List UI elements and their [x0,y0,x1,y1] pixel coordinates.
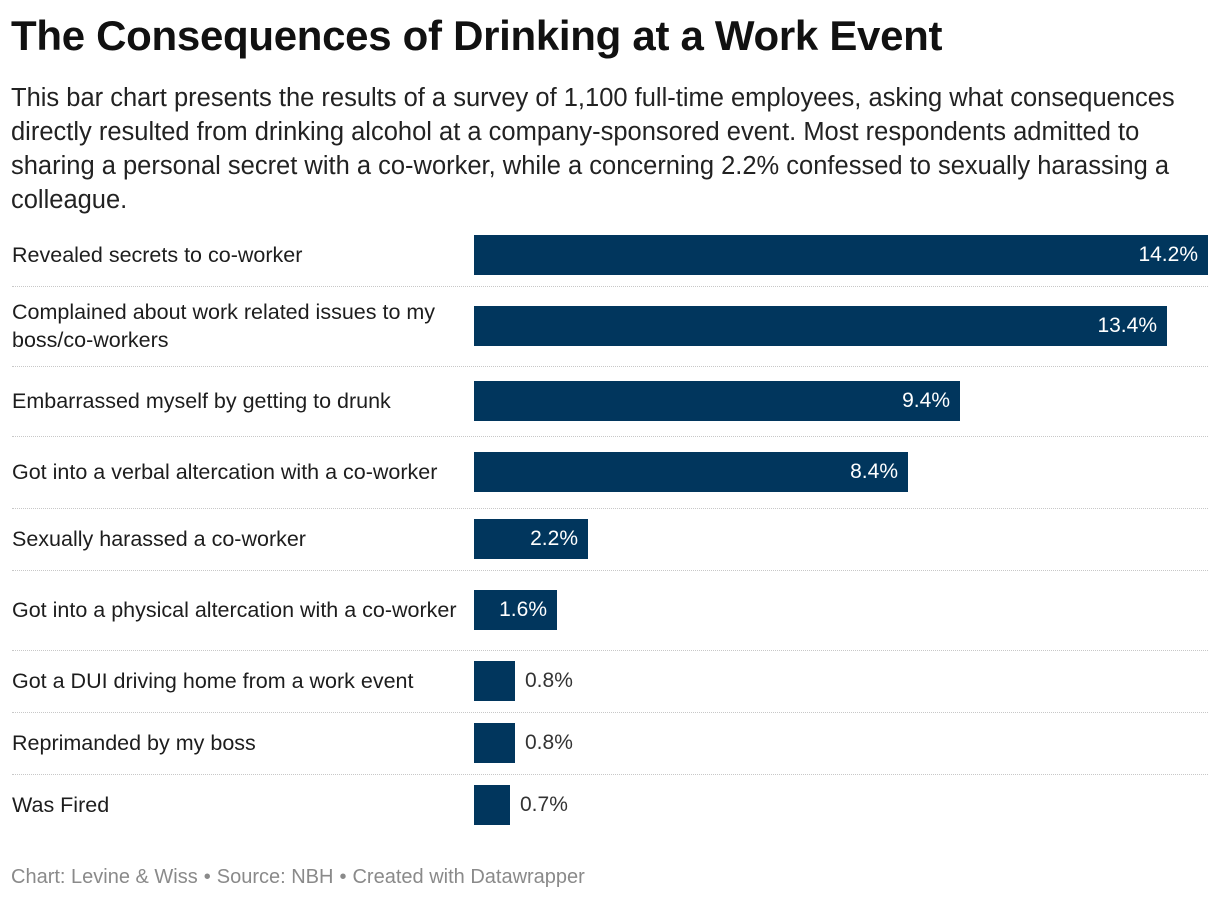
bar-row: Revealed secrets to co-worker 14.2% [0,225,1210,287]
bar: 14.2% [474,235,1208,275]
value-label: 2.2% [530,527,578,550]
value-label: 1.6% [499,598,547,621]
bar-row: Was Fired 0.7% [0,775,1210,837]
category-label: Revealed secrets to co-worker [12,243,303,267]
category-label: Complained about work related issues to … [12,300,436,352]
bar-row: Got into a verbal altercation with a co-… [0,437,1210,509]
value-label: 0.8% [525,731,573,754]
value-label: 13.4% [1097,314,1157,337]
bar-row: Reprimanded by my boss 0.8% [0,713,1210,775]
category-label: Got a DUI driving home from a work event [12,669,414,693]
chart-description: This bar chart presents the results of a… [11,84,1175,214]
category-label: Reprimanded by my boss [12,731,256,755]
row-divider [12,650,1208,651]
bar [474,723,515,763]
chart-footer: Chart: Levine & Wiss • Source: NBH • Created… [11,864,585,890]
row-divider [12,508,1208,509]
category-label: Got into a physical altercation with a c… [12,598,457,622]
bar: 13.4% [474,306,1167,346]
bar-row: Got into a physical altercation with a c… [0,571,1210,651]
value-label: 0.7% [520,793,568,816]
bar-row: Sexually harassed a co-worker 2.2% [0,509,1210,571]
footer-separator: • [203,866,211,888]
value-label: 8.4% [850,460,898,483]
source-note: Source: NBH [216,866,334,888]
datawrapper-link[interactable]: Created with Datawrapper [352,866,585,888]
footer-separator: • [339,866,347,888]
row-divider [12,774,1208,775]
bar-chart: Revealed secrets to co-worker 14.2% Compla… [0,225,1220,841]
chart-title: The Consequences of Drinking at a Work E… [11,12,943,59]
category-label: Embarrassed myself by getting to drunk [12,389,391,413]
bar-row: Embarrassed myself by getting to drunk 9.… [0,367,1210,437]
bar: 2.2% [474,519,588,559]
row-divider [12,436,1208,437]
row-divider [12,712,1208,713]
value-label: 9.4% [902,389,950,412]
row-divider [12,570,1208,571]
bar [474,785,510,825]
bar: 8.4% [474,452,908,492]
bar-row: Got a DUI driving home from a work event… [0,651,1210,713]
bar: 1.6% [474,590,557,630]
value-label: 0.8% [525,669,573,692]
category-label: Sexually harassed a co-worker [12,527,306,551]
category-label: Got into a verbal altercation with a co-… [12,460,438,484]
row-divider [12,366,1208,367]
bar [474,661,515,701]
chart-credit: Chart: Levine & Wiss [11,866,198,888]
category-label: Was Fired [12,793,110,817]
bar: 9.4% [474,381,960,421]
row-divider [12,286,1208,287]
value-label: 14.2% [1138,243,1198,266]
bar-row: Complained about work related issues to … [0,287,1210,367]
